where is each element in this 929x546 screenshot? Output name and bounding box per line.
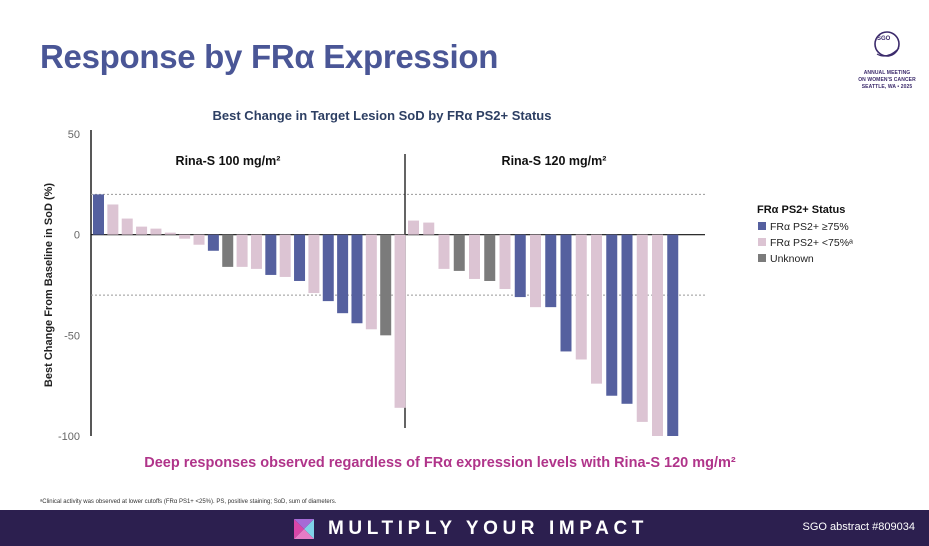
bar bbox=[265, 234, 277, 275]
sgo-logo: SGO ANNUAL MEETING ON WOMEN'S CANCER SEA… bbox=[855, 28, 919, 92]
bar bbox=[365, 234, 377, 330]
bar bbox=[380, 234, 392, 336]
bar bbox=[394, 234, 406, 408]
logo-line-1: ANNUAL MEETING bbox=[863, 70, 911, 76]
bar bbox=[207, 234, 219, 251]
bar bbox=[530, 234, 541, 308]
headline: Deep responses observed regardless of FR… bbox=[144, 455, 736, 471]
bar bbox=[107, 204, 119, 235]
bar bbox=[164, 232, 176, 235]
bar bbox=[179, 234, 191, 239]
bar bbox=[636, 234, 648, 422]
legend-label: FRα PS2+ ≥75% bbox=[770, 221, 849, 233]
bar bbox=[453, 234, 465, 271]
legend-swatch bbox=[758, 254, 766, 262]
bar bbox=[591, 234, 602, 384]
bar bbox=[308, 234, 320, 294]
bar bbox=[652, 234, 663, 436]
bar bbox=[322, 234, 334, 302]
bar bbox=[438, 234, 450, 269]
bar bbox=[514, 234, 526, 298]
y-tick-label: 50 bbox=[68, 129, 80, 141]
bar bbox=[545, 234, 557, 308]
bar bbox=[423, 222, 435, 235]
bar bbox=[575, 234, 587, 360]
logo-mark: SGO bbox=[877, 36, 891, 42]
chart-title: Best Change in Target Lesion SoD by FRα … bbox=[213, 108, 552, 123]
logo-line-3: SEATTLE, WA • 2025 bbox=[861, 84, 913, 90]
group-label: Rina-S 100 mg/m² bbox=[176, 154, 281, 168]
multiply-x-icon bbox=[294, 519, 314, 539]
footer-banner: MULTIPLY YOUR IMPACT SGO abstract #80903… bbox=[0, 510, 929, 546]
bar bbox=[337, 234, 349, 314]
bar bbox=[136, 226, 148, 235]
bar bbox=[250, 234, 262, 269]
y-tick-label: -50 bbox=[64, 330, 80, 342]
waterfall-chart: Best Change in Target Lesion SoD by FRα … bbox=[43, 108, 853, 443]
bar bbox=[408, 220, 419, 235]
bar bbox=[560, 234, 572, 352]
bar bbox=[499, 234, 511, 290]
bar bbox=[150, 228, 162, 235]
bar bbox=[222, 234, 234, 267]
bar bbox=[351, 234, 363, 324]
bar bbox=[667, 234, 679, 436]
legend-label: Unknown bbox=[770, 253, 814, 265]
bar bbox=[606, 234, 618, 396]
abstract-number: SGO abstract #809034 bbox=[802, 521, 915, 533]
page-title: Response by FRα Expression bbox=[40, 38, 499, 75]
banner-text: MULTIPLY YOUR IMPACT bbox=[328, 518, 649, 539]
bar bbox=[484, 234, 496, 281]
footnote: ᵃClinical activity was observed at lower… bbox=[40, 499, 337, 505]
bar bbox=[279, 234, 291, 277]
bar bbox=[469, 234, 480, 279]
bar bbox=[621, 234, 633, 404]
legend-swatch bbox=[758, 238, 766, 246]
legend-title: FRα PS2+ Status bbox=[757, 204, 845, 216]
bar bbox=[236, 234, 248, 267]
bar bbox=[121, 218, 133, 235]
y-axis-label: Best Change From Baseline in SoD (%) bbox=[43, 183, 55, 387]
legend-label: FRα PS2+ <75%ᵃ bbox=[770, 237, 853, 249]
bar bbox=[93, 194, 104, 235]
y-tick-label: 0 bbox=[74, 230, 80, 242]
legend-swatch bbox=[758, 222, 766, 230]
y-tick-label: -100 bbox=[58, 431, 80, 443]
bar bbox=[193, 234, 205, 245]
group-label: Rina-S 120 mg/m² bbox=[502, 154, 607, 168]
logo-line-2: ON WOMEN'S CANCER bbox=[858, 77, 916, 83]
bar bbox=[294, 234, 306, 281]
sgo-swirl-icon bbox=[874, 31, 900, 57]
